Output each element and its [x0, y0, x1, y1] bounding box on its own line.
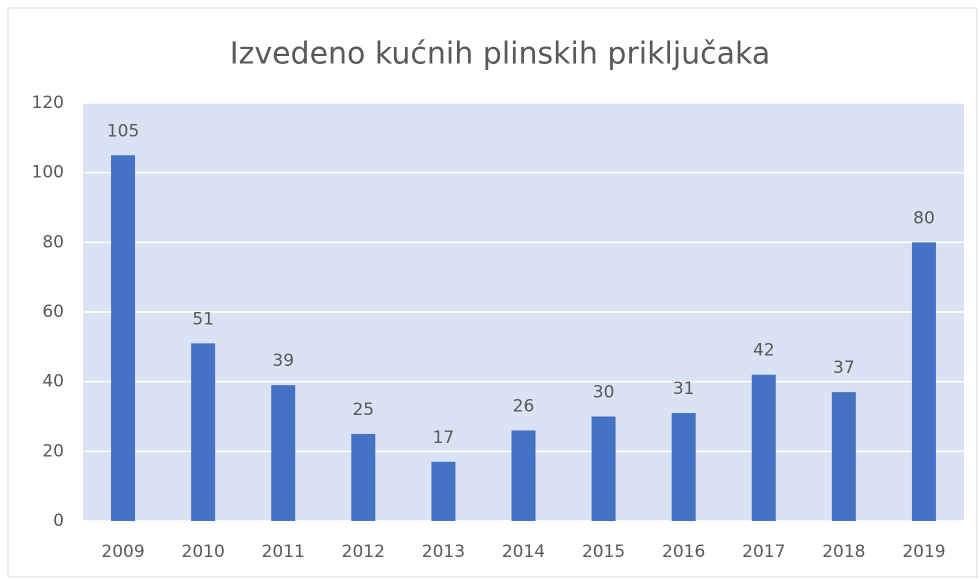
data-label: 80: [913, 208, 935, 228]
x-tick-label: 2019: [902, 542, 945, 562]
y-tick-label: 100: [32, 163, 64, 183]
y-tick-label: 120: [32, 93, 64, 113]
bar: [591, 416, 616, 521]
data-label: 37: [833, 358, 855, 378]
bar: [831, 392, 856, 521]
bar: [911, 242, 936, 522]
bar: [271, 385, 296, 521]
data-label: 42: [753, 341, 775, 361]
x-tick-label: 2013: [422, 542, 465, 562]
chart-title: Izvedeno kućnih plinskih priključaka: [230, 37, 771, 72]
data-label: 17: [433, 428, 455, 448]
x-tick-label: 2017: [742, 542, 785, 562]
x-tick-label: 2014: [502, 542, 545, 562]
bar: [111, 155, 136, 521]
x-tick-label: 2018: [822, 542, 865, 562]
y-tick-label: 40: [42, 372, 64, 392]
bar: [191, 343, 216, 521]
y-tick-label: 80: [42, 232, 64, 252]
bar: [671, 413, 696, 521]
data-label: 26: [513, 396, 535, 416]
y-tick-label: 60: [42, 302, 64, 322]
x-tick-label: 2010: [182, 542, 225, 562]
bar: [351, 433, 376, 521]
data-label: 31: [673, 379, 695, 399]
data-label: 25: [352, 400, 374, 420]
y-tick-label: 0: [53, 511, 64, 531]
bar: [431, 461, 456, 521]
bar: [511, 430, 536, 521]
data-label: 51: [192, 309, 214, 329]
x-tick-label: 2011: [262, 542, 305, 562]
x-tick-label: 2009: [101, 542, 144, 562]
data-label: 105: [107, 121, 139, 141]
x-tick-label: 2012: [342, 542, 385, 562]
data-label: 39: [272, 351, 294, 371]
x-tick-label: 2015: [582, 542, 625, 562]
y-tick-label: 20: [42, 441, 64, 461]
bar: [751, 374, 776, 521]
x-tick-label: 2016: [662, 542, 705, 562]
data-label: 30: [593, 383, 615, 403]
